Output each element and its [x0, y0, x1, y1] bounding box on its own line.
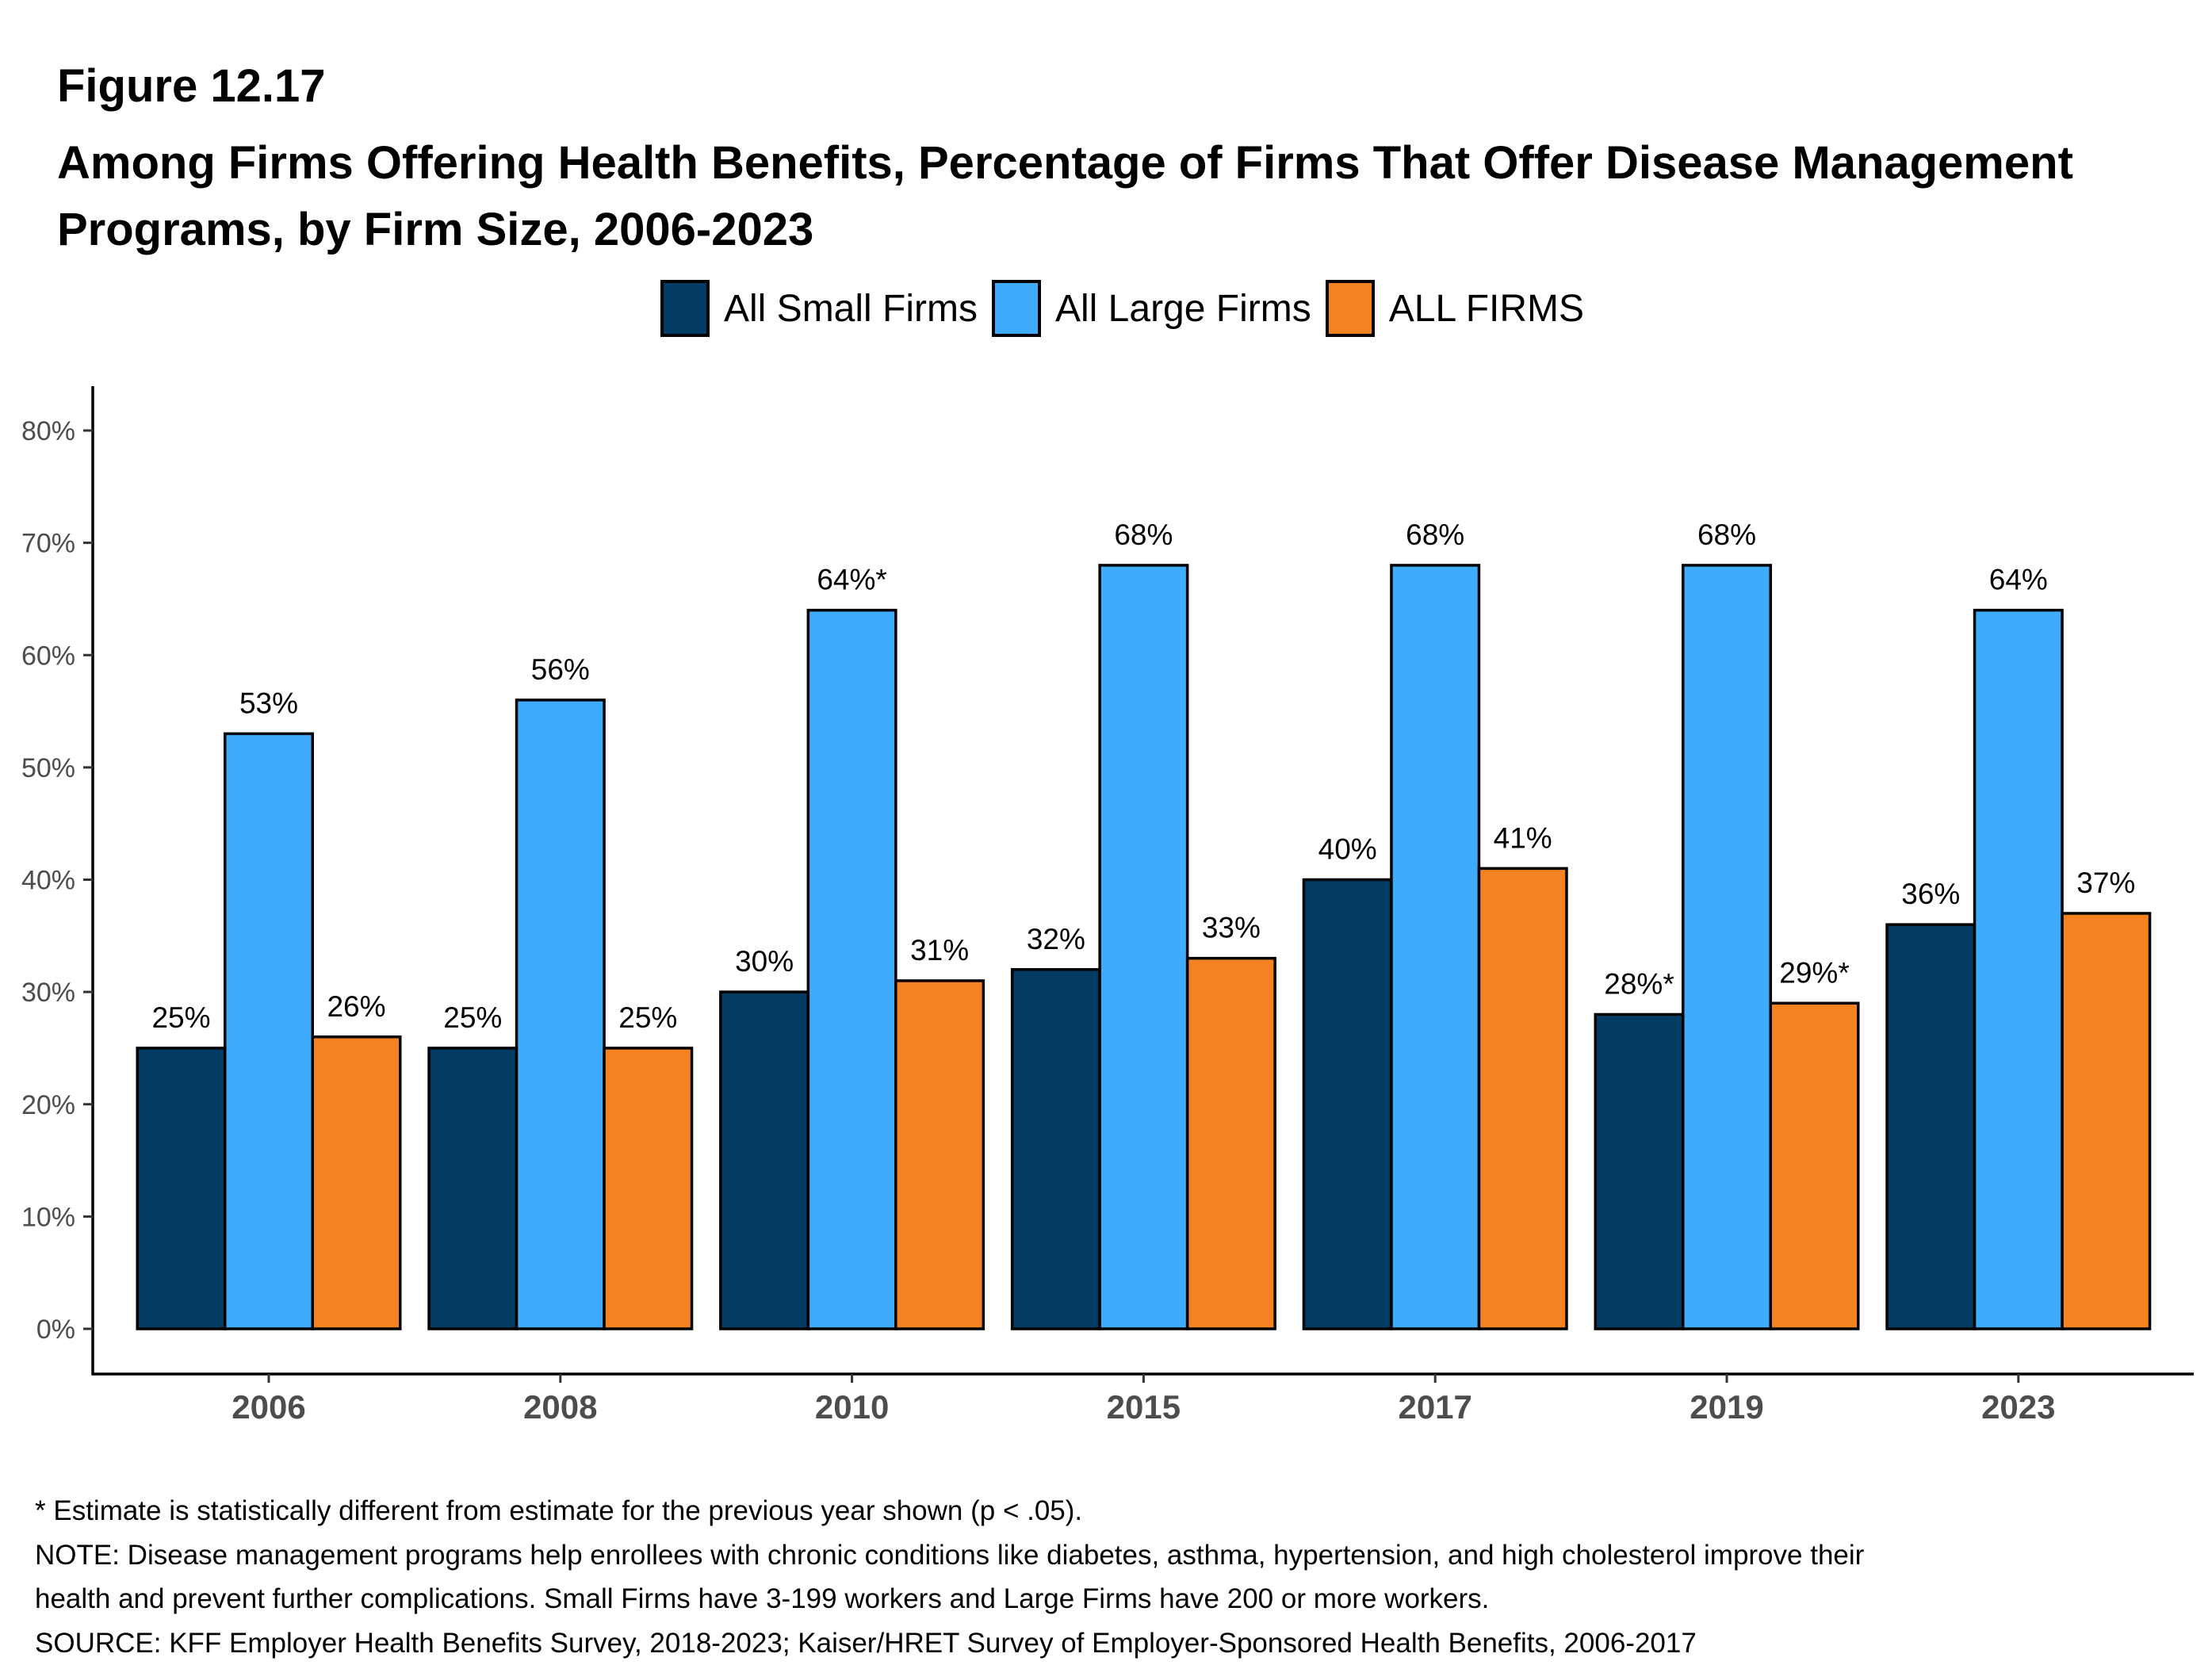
- data-label: 33%: [1202, 912, 1261, 944]
- data-label: 64%*: [817, 564, 886, 596]
- data-label: 64%: [1989, 564, 2048, 596]
- y-tick-label: 50%: [21, 753, 75, 783]
- bars: [136, 564, 2152, 1330]
- legend-label-large-firms: All Large Firms: [1055, 287, 1311, 330]
- data-label: 32%: [1027, 923, 1085, 955]
- bar: [1885, 923, 1977, 1330]
- bar: [719, 990, 810, 1330]
- footnote-asterisk: * Estimate is statistically different fr…: [35, 1495, 1083, 1526]
- y-axis: 0% 10% 20% 30% 40% 50% 60% 70% 80%: [21, 386, 94, 1376]
- bar: [1477, 867, 1568, 1330]
- legend-item-large-firms: All Large Firms: [992, 280, 1311, 337]
- y-tick-label: 30%: [21, 978, 75, 1008]
- bar-labels: 25% 53% 26% 25% 56% 25% 30% 64%* 31% 32% 68% 33% 40%…: [151, 519, 2135, 1034]
- data-label: 25%: [443, 1001, 502, 1034]
- data-label: 68%: [1697, 519, 1756, 551]
- footnote-note-line-1: NOTE: Disease management programs help e…: [35, 1539, 1865, 1571]
- legend-label-small-firms: All Small Firms: [724, 287, 978, 330]
- bar: [1769, 1001, 1860, 1330]
- data-label: 31%: [910, 934, 969, 966]
- footnote-note-line-2: health and prevent further complications…: [35, 1583, 1490, 1614]
- data-label: 30%: [735, 945, 794, 978]
- x-tick-label: 2006: [232, 1388, 305, 1426]
- bar: [603, 1047, 694, 1330]
- y-tick-label: 20%: [21, 1090, 75, 1120]
- bar: [311, 1035, 402, 1330]
- x-axis: 2006 2008 2010 2015 2017 2019 2023: [91, 1372, 2194, 1426]
- legend-swatch-all-firms: [1325, 280, 1375, 337]
- x-tick-label: 2023: [1981, 1388, 2055, 1426]
- bar: [1302, 878, 1393, 1330]
- bar: [136, 1047, 227, 1330]
- legend-item-small-firms: All Small Firms: [660, 280, 978, 337]
- bar: [1010, 968, 1101, 1330]
- data-label: 36%: [1901, 878, 1960, 910]
- footer-notes: * Estimate is statistically different fr…: [35, 1489, 1864, 1665]
- data-label: 29%*: [1779, 956, 1849, 989]
- y-tick-label: 0%: [36, 1315, 75, 1345]
- x-tick-label: 2008: [523, 1388, 597, 1426]
- x-tick-label: 2017: [1398, 1388, 1471, 1426]
- bar: [224, 732, 314, 1330]
- data-label: 68%: [1406, 519, 1464, 551]
- y-tick-label: 60%: [21, 641, 75, 671]
- footnote-source: SOURCE: KFF Employer Health Benefits Sur…: [35, 1627, 1697, 1659]
- legend-swatch-small-firms: [660, 280, 710, 337]
- chart-title: Among Firms Offering Health Benefits, Pe…: [57, 130, 2158, 263]
- data-label: 40%: [1318, 833, 1377, 866]
- legend: All Small Firms All Large Firms ALL FIRM…: [660, 278, 1598, 339]
- y-tick-label: 80%: [21, 416, 75, 446]
- data-label: 25%: [618, 1001, 677, 1034]
- data-label: 56%: [531, 653, 590, 686]
- y-tick-label: 10%: [21, 1202, 75, 1232]
- bar: [806, 608, 897, 1330]
- legend-swatch-large-firms: [992, 280, 1041, 337]
- data-label: 41%: [1494, 821, 1552, 854]
- bar: [1973, 608, 2064, 1330]
- y-tick-label: 70%: [21, 529, 75, 559]
- legend-label-all-firms: ALL FIRMS: [1388, 287, 1585, 330]
- data-label: 68%: [1114, 519, 1173, 551]
- bar-chart: 0%10%20%30%40%50%60%70%80% 2006 2008 2010 2…: [21, 386, 2194, 1426]
- data-label: 26%: [327, 990, 385, 1023]
- data-label: 37%: [2076, 867, 2135, 899]
- bar: [2061, 912, 2152, 1330]
- data-label: 53%: [239, 687, 298, 719]
- bar: [1185, 956, 1276, 1330]
- figure-label: Figure 12.17: [57, 60, 326, 112]
- bar: [1682, 564, 1772, 1330]
- y-tick-label: 40%: [21, 866, 75, 896]
- data-label: 25%: [151, 1001, 210, 1034]
- bar: [894, 979, 985, 1330]
- bar: [1594, 1012, 1685, 1330]
- legend-item-all-firms: ALL FIRMS: [1325, 280, 1585, 337]
- chart-title-line-1: Among Firms Offering Health Benefits, Pe…: [57, 137, 2073, 189]
- x-tick-label: 2015: [1107, 1388, 1181, 1426]
- bar: [515, 699, 606, 1330]
- chart-title-line-2: Programs, by Firm Size, 2006-2023: [57, 204, 814, 255]
- x-tick-label: 2019: [1690, 1388, 1763, 1426]
- bar: [1390, 564, 1481, 1330]
- data-label: 28%*: [1604, 967, 1674, 1000]
- x-tick-label: 2010: [815, 1388, 889, 1426]
- bar: [1098, 564, 1189, 1330]
- bar: [427, 1047, 519, 1330]
